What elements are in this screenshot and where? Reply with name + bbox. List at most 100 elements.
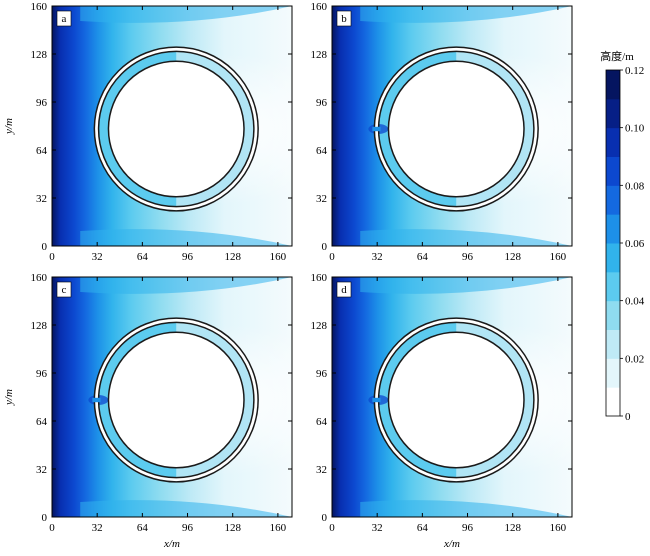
x-tick-label: 0 [49, 251, 55, 263]
colorbar-tick-label: 0.08 [625, 180, 645, 192]
x-tick-label: 0 [49, 522, 55, 534]
y-tick-label: 128 [311, 320, 328, 332]
colorbar-tick-label: 0.02 [625, 353, 644, 365]
upper-band [360, 6, 572, 23]
inner-boundary [107, 60, 245, 198]
colorbar-bin [606, 70, 620, 100]
panel-label: d [341, 284, 347, 296]
inner-boundary [387, 60, 525, 198]
inner-boundary [107, 331, 245, 469]
y-tick-label: 160 [31, 1, 48, 13]
height-field [332, 6, 572, 246]
y-tick-label: 0 [42, 512, 48, 524]
colorbar-tick-label: 0.04 [625, 296, 645, 308]
panel-label-box [56, 281, 72, 298]
upper-band [80, 277, 292, 294]
y-tick-label: 0 [322, 512, 328, 524]
x-tick-label: 128 [224, 251, 241, 263]
colorbar: 0.12 0.10 0.08 0.06 0.04 0.02 0 高度/m [600, 49, 645, 423]
y-tick-label: 96 [316, 368, 328, 380]
y-tick-label: 32 [36, 193, 47, 205]
y-tick-label: 96 [316, 97, 328, 109]
x-tick-label: 64 [137, 251, 149, 263]
inner-boundary [387, 331, 525, 469]
panel-a: 0 32 64 96 128 160 0 32 64 96 128 160 a y/m [3, 1, 293, 263]
panel-label: a [62, 13, 67, 25]
upper-band [360, 277, 572, 294]
ring-outer-edge [93, 46, 259, 212]
x-axis-label: x/m [443, 538, 460, 550]
panel-label-box [336, 10, 352, 27]
colorbar-bin [606, 271, 620, 302]
colorbar-bin [606, 156, 620, 186]
panel-label-box [56, 10, 72, 27]
colorbar-bin [606, 127, 620, 157]
x-tick-label: 160 [550, 251, 567, 263]
y-tick-label: 0 [322, 241, 328, 253]
colorbar-bin [606, 98, 620, 129]
x-tick-label: 160 [270, 522, 287, 534]
x-tick-label: 128 [504, 251, 521, 263]
y-tick-label: 64 [316, 145, 328, 157]
y-tick-label: 64 [36, 145, 48, 157]
panel-label: b [341, 13, 347, 25]
y-tick-label: 64 [316, 416, 328, 428]
y-tick-label: 128 [311, 49, 328, 61]
ring-opening-gap [372, 126, 381, 132]
x-axis-label: x/m [163, 538, 180, 550]
height-field [332, 277, 572, 517]
colorbar-bin [606, 387, 620, 417]
y-tick-label: 32 [316, 464, 327, 476]
height-field [52, 6, 292, 246]
colorbar-bin [606, 185, 620, 215]
colorbar-tick-label: 0.10 [625, 123, 645, 135]
x-tick-label: 32 [372, 251, 383, 263]
y-tick-label: 160 [31, 272, 48, 284]
x-tick-label: 96 [182, 251, 194, 263]
panel-d: 0 32 64 96 128 160 0 32 64 96 128 160 d x/m [311, 272, 573, 550]
x-tick-label: 32 [372, 522, 383, 534]
x-tick-label: 128 [504, 522, 521, 534]
colorbar-bin [606, 329, 620, 359]
y-tick-label: 96 [36, 368, 48, 380]
upper-band [80, 6, 292, 23]
x-tick-label: 0 [329, 522, 335, 534]
ring-opening-gap [92, 397, 101, 403]
channel-lee [456, 322, 534, 478]
colorbar-bin [606, 358, 620, 388]
x-tick-label: 160 [550, 522, 567, 534]
y-tick-label: 160 [311, 1, 328, 13]
axes-frame [51, 276, 293, 518]
colorbar-tick-label: 0.12 [625, 65, 644, 77]
y-axis-label: y/m [3, 389, 15, 406]
x-tick-label: 64 [417, 251, 429, 263]
y-tick-label: 96 [36, 97, 48, 109]
x-tick-label: 96 [462, 251, 474, 263]
colorbar-bin [606, 300, 620, 330]
panel-b: 0 32 64 96 128 160 0 32 64 96 128 160 b [311, 1, 573, 263]
panel-label: c [62, 284, 67, 296]
colorbar-tick-label: 0 [625, 411, 631, 423]
x-tick-label: 128 [224, 522, 241, 534]
ring-opening-gap [372, 397, 381, 403]
channel-lee [176, 51, 254, 207]
lower-band [360, 500, 572, 517]
channel-lee [456, 51, 534, 207]
x-tick-label: 32 [92, 251, 103, 263]
colorbar-tick-label: 0.06 [625, 238, 645, 250]
lower-band [360, 229, 572, 246]
panel-c: 0 32 64 96 128 160 0 32 64 96 128 160 c x/m y/m [3, 272, 293, 550]
channel-lee [176, 322, 254, 478]
y-tick-label: 32 [36, 464, 47, 476]
x-tick-label: 64 [137, 522, 149, 534]
axes-frame [331, 5, 573, 247]
x-tick-label: 160 [270, 251, 287, 263]
ring-inner-edge [97, 50, 255, 208]
height-field [52, 277, 292, 517]
ring-fill [94, 47, 259, 211]
panel-label-box [336, 281, 352, 298]
y-tick-label: 0 [42, 241, 48, 253]
colorbar-bin [606, 214, 620, 244]
